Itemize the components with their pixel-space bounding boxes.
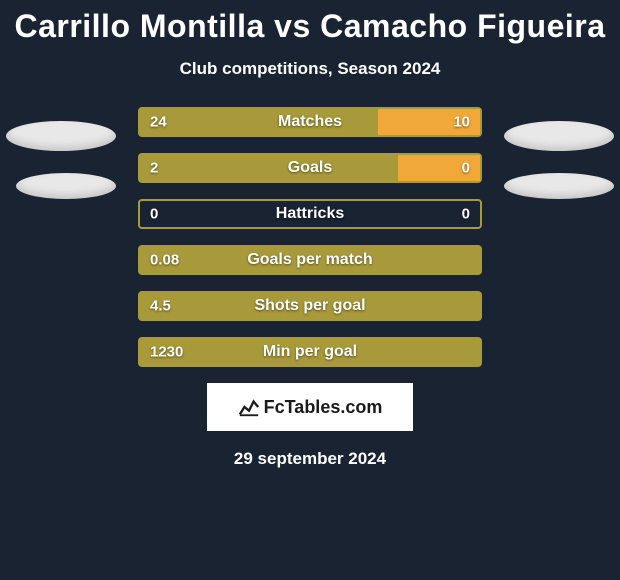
stat-bar-label: Goals per match (247, 251, 372, 269)
stat-bar-label: Matches (278, 113, 342, 131)
page-subtitle: Club competitions, Season 2024 (0, 59, 620, 79)
stat-bar-left-value: 2 (150, 160, 158, 177)
stat-bar-label: Goals (288, 159, 332, 177)
comparison-content: Matches 24 10 Goals 2 0 Hattricks 0 0 Goals per m… (0, 107, 620, 469)
stat-bar-left-fill (140, 155, 398, 181)
chart-icon (238, 396, 260, 418)
stat-bar-left-value: 1230 (150, 344, 183, 361)
stat-bar-right-value: 0 (462, 206, 470, 223)
player-right-photo-placeholder (504, 121, 614, 151)
page-title: Carrillo Montilla vs Camacho Figueira (0, 8, 620, 45)
stat-bar-left-value: 0 (150, 206, 158, 223)
stat-bar-label: Hattricks (276, 205, 344, 223)
player-left-photo-placeholder (6, 121, 116, 151)
stat-bar-left-value: 0.08 (150, 252, 179, 269)
logo-box: FcTables.com (207, 383, 413, 431)
stat-bar-left-fill (140, 109, 378, 135)
stat-bar-label: Min per goal (263, 343, 357, 361)
player-left-photo-placeholder-2 (16, 173, 116, 199)
stat-bar-right-value: 10 (453, 114, 470, 131)
stat-bar-row: Shots per goal 4.5 (138, 291, 482, 321)
stat-bar-row: Hattricks 0 0 (138, 199, 482, 229)
player-right-photo-placeholder-2 (504, 173, 614, 199)
stat-bar-left-value: 24 (150, 114, 167, 131)
stat-bars: Matches 24 10 Goals 2 0 Hattricks 0 0 Goals per m… (138, 107, 482, 367)
stat-bar-row: Goals 2 0 (138, 153, 482, 183)
stat-bar-row: Goals per match 0.08 (138, 245, 482, 275)
date-label: 29 september 2024 (0, 449, 620, 469)
stat-bar-right-value: 0 (462, 160, 470, 177)
header: Carrillo Montilla vs Camacho Figueira Cl… (0, 0, 620, 79)
stat-bar-left-value: 4.5 (150, 298, 171, 315)
logo-text: FcTables.com (264, 397, 383, 418)
stat-bar-row: Min per goal 1230 (138, 337, 482, 367)
stat-bar-row: Matches 24 10 (138, 107, 482, 137)
stat-bar-label: Shots per goal (254, 297, 365, 315)
